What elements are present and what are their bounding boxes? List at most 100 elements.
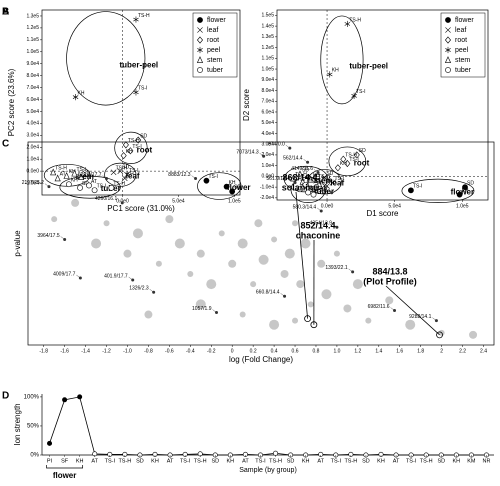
x-tick-label: 0.0e0 — [321, 203, 334, 209]
marker — [124, 171, 130, 178]
y-tick-label: 1.1e5 — [261, 56, 274, 62]
x-tick-label: 2 — [440, 348, 443, 354]
x-tick-label: 0.0e0 — [116, 198, 129, 204]
data-point — [333, 250, 340, 257]
point-label: 4009/17.7 — [53, 271, 75, 277]
point-label: KH — [313, 173, 320, 179]
data-point — [352, 279, 363, 290]
point-label: SD — [467, 180, 474, 186]
legend-marker — [445, 46, 451, 54]
x-tick-label: KH — [377, 458, 385, 464]
highlight-point — [304, 315, 312, 323]
data-point — [165, 215, 174, 224]
highlight-name: solanine — [282, 182, 319, 192]
legend-marker — [444, 56, 452, 63]
x-tick-label: 5.0e4 — [172, 198, 185, 204]
x-tick-label: SD — [136, 458, 144, 464]
x-tick-label: 0.2 — [250, 348, 257, 354]
point-label: AT — [318, 180, 324, 186]
marker — [86, 182, 92, 189]
data-point — [62, 397, 68, 403]
marker — [229, 188, 236, 195]
x-tick-label: KH — [227, 458, 235, 464]
marker — [310, 191, 317, 198]
marker — [329, 180, 336, 186]
x-tick-label: -0.6 — [165, 348, 174, 354]
data-point — [51, 216, 58, 223]
point-label: KH — [229, 180, 236, 186]
highlight-point — [436, 331, 443, 339]
x-tick-label: NR — [482, 458, 490, 464]
point-label: 580.3/14.4 — [293, 204, 317, 210]
y-tick-label: 5.0e4 — [26, 109, 39, 115]
point-label: 4161/14.9 — [304, 186, 326, 192]
point-label: 6982/11.6 — [368, 304, 390, 310]
legend-marker — [445, 17, 451, 23]
data-point — [195, 299, 206, 310]
point-label: TS-H — [116, 166, 128, 172]
marker — [223, 183, 230, 190]
legend-marker — [445, 36, 451, 44]
leader-line — [327, 189, 332, 193]
legend-marker — [196, 56, 204, 63]
y-tick-label: -2.0e4 — [260, 195, 274, 201]
marker — [344, 159, 351, 168]
marker — [344, 20, 351, 28]
highlight-label: 852/14.4 — [300, 220, 335, 230]
leader-line — [332, 224, 338, 228]
y-tick-label: 1.5e5 — [261, 13, 274, 19]
data-point — [103, 220, 110, 227]
marker — [121, 175, 128, 182]
y-tick-label: 50% — [27, 424, 40, 430]
y-tick-label: 9.0e4 — [26, 61, 39, 67]
point-label: KH — [329, 179, 336, 185]
point-label: KH — [340, 161, 347, 167]
point-label: 4260/16.1 — [95, 196, 117, 202]
group-label: flower — [53, 471, 77, 480]
y-axis-label: Ion strength — [13, 403, 22, 445]
point-label: TS-I — [132, 144, 141, 150]
data-point — [250, 281, 257, 288]
data-point — [385, 296, 394, 305]
data-point — [405, 319, 416, 330]
y-tick-label: 1.3e5 — [261, 34, 274, 40]
point-label: TS-I — [334, 176, 343, 182]
y-axis-label: p-value — [13, 230, 22, 257]
highlight-point — [310, 321, 318, 329]
data-point — [365, 317, 372, 324]
point-label: TS-H — [316, 188, 328, 194]
x-tick-label: 1.0e5 — [456, 203, 469, 209]
point-label: TS-I — [97, 184, 106, 190]
x-tick-label: TS-H — [194, 458, 207, 464]
x-tick-label: -1.0 — [123, 348, 132, 354]
leader-line — [149, 289, 154, 293]
x-tick-label: TS-H — [344, 458, 357, 464]
leader-line — [60, 236, 65, 240]
marker — [462, 184, 468, 190]
x-tick-label: 1.4 — [375, 348, 382, 354]
group-label: root — [354, 159, 370, 168]
x-tick-label: 2.4 — [480, 348, 487, 354]
leader-line — [348, 268, 353, 273]
point-label: TS-I — [129, 168, 138, 174]
x-tick-label: AT — [317, 458, 324, 464]
leader-line — [317, 207, 322, 212]
y-tick-label: 0.0e0 — [26, 168, 39, 174]
data-point — [284, 248, 295, 259]
x-tick-label: 0.6 — [292, 348, 299, 354]
x-tick-label: KH — [151, 458, 159, 464]
marker — [127, 147, 134, 155]
group-label: tuber-peel — [119, 60, 158, 69]
marker — [63, 172, 70, 179]
marker — [302, 182, 309, 188]
point-label: TS-I — [321, 177, 330, 183]
point-label: AT — [305, 175, 311, 181]
group-label: flower — [227, 183, 251, 192]
point-label: TS-I — [138, 86, 147, 92]
point-label: TS-H — [349, 17, 361, 23]
y-tick-label: 1.0e5 — [261, 66, 274, 72]
point-label: 3964/17.5 — [37, 233, 59, 239]
y-tick-label: 0.0e0 — [261, 174, 274, 180]
marker — [91, 187, 98, 194]
x-tick-label: 1.6 — [396, 348, 403, 354]
